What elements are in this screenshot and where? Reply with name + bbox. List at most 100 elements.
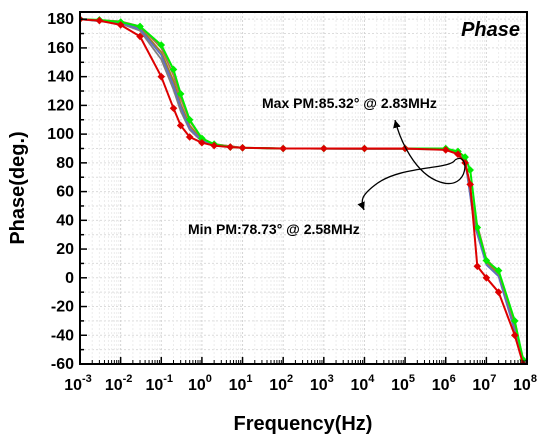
x-tick-exponent: 1 [246, 373, 252, 385]
x-tick-exponent: 6 [450, 373, 456, 385]
data-point [482, 273, 491, 282]
series-0 [80, 15, 527, 364]
data-point [169, 104, 178, 113]
series-2 [80, 18, 524, 362]
series-line [80, 18, 524, 362]
x-tick-exponent: 2 [287, 373, 293, 385]
series-line [80, 18, 524, 359]
chart-title: Phase [461, 19, 520, 41]
x-tick-base: 10 [64, 377, 82, 394]
annotation-max-pm: Max PM:85.32° @ 2.83MHz [262, 95, 466, 185]
series-line [80, 18, 524, 363]
data-point [401, 144, 409, 153]
data-point [198, 134, 206, 143]
data-point [473, 262, 482, 271]
y-tick-label: 160 [47, 40, 74, 57]
data-point [360, 144, 369, 153]
x-tick-base: 10 [105, 377, 123, 394]
x-tick-exponent: -2 [123, 373, 133, 385]
x-tick-label: 10-1 [145, 373, 173, 394]
series-1 [80, 15, 527, 364]
x-tick-exponent: 3 [328, 373, 334, 385]
y-tick-label: 120 [47, 97, 74, 114]
data-point [226, 143, 235, 151]
x-tick-exponent: -1 [163, 373, 173, 385]
annotation-min-pm: Min PM:78.73° @ 2.58MHz [188, 159, 456, 237]
grid [79, 12, 528, 365]
data-point [157, 41, 166, 49]
y-tick-label: -20 [51, 299, 74, 316]
y-tick-label: 0 [65, 270, 74, 287]
x-tick-label: 10-3 [64, 373, 92, 394]
x-tick-label: 107 [472, 373, 496, 394]
data-point [279, 144, 287, 153]
data-point [454, 150, 462, 159]
data-point [510, 317, 519, 325]
y-tick-label: 20 [56, 241, 74, 258]
x-tick-base: 10 [188, 377, 206, 394]
x-tick-base: 10 [391, 377, 409, 394]
x-tick-exponent: 8 [531, 373, 537, 385]
data-point [461, 159, 469, 167]
x-tick-label: 102 [269, 373, 293, 394]
data-point [176, 90, 185, 98]
data-point [157, 72, 166, 81]
y-tick-label: 60 [56, 184, 74, 201]
series-line [80, 18, 524, 360]
data-point [320, 144, 328, 153]
x-tick-base: 10 [350, 377, 368, 394]
series-4 [80, 18, 524, 363]
y-tick-label: -40 [51, 327, 74, 344]
x-tick-base: 10 [472, 377, 490, 394]
data-point [210, 141, 218, 150]
data-point [466, 166, 474, 174]
data-point [169, 65, 178, 74]
data-point [238, 143, 247, 152]
data-point [494, 288, 503, 296]
annotation-max-text: Max PM:85.32° @ 2.83MHz [262, 95, 437, 111]
data-point [461, 153, 469, 161]
data-point [185, 133, 194, 141]
y-tick-label: 80 [56, 155, 74, 172]
x-tick-exponent: 5 [409, 373, 415, 385]
x-axis-title: Frequency(Hz) [234, 413, 373, 435]
plot-frame [79, 11, 528, 365]
x-tick-base: 10 [432, 377, 450, 394]
x-tick-exponent: 7 [490, 373, 496, 385]
x-tick-label: 108 [513, 373, 537, 394]
series-line [80, 18, 525, 360]
series-group [80, 15, 527, 364]
data-point [482, 256, 491, 265]
x-tick-base: 10 [145, 377, 163, 394]
data-point [494, 266, 503, 275]
data-point [466, 180, 474, 189]
x-tick-exponent: 0 [206, 373, 212, 385]
x-tick-label: 101 [229, 373, 253, 394]
data-point [473, 223, 482, 232]
data-point [198, 138, 206, 147]
y-tick-label: -60 [51, 356, 74, 373]
series-3 [80, 18, 524, 360]
y-tick-label: 140 [47, 69, 74, 86]
x-tick-base: 10 [513, 377, 531, 394]
series-5 [80, 18, 524, 359]
x-tick-exponent: 4 [368, 373, 375, 385]
data-point [441, 146, 450, 154]
x-tick-label: 10-2 [105, 373, 133, 394]
annotation-min-text: Min PM:78.73° @ 2.58MHz [188, 221, 360, 237]
x-tick-label: 106 [432, 373, 456, 394]
x-tick-base: 10 [229, 377, 247, 394]
x-tick-base: 10 [269, 377, 287, 394]
data-point [176, 121, 185, 130]
y-tick-label: 180 [47, 11, 74, 28]
data-point [185, 115, 194, 124]
y-tick-label: 100 [47, 126, 74, 143]
x-tick-label: 105 [391, 373, 415, 394]
data-point [116, 21, 125, 29]
data-point [95, 16, 104, 25]
annotation-min-arrow [357, 159, 456, 211]
x-tick-label: 100 [188, 373, 212, 394]
data-point [136, 32, 144, 41]
x-tick-label: 104 [350, 373, 375, 394]
